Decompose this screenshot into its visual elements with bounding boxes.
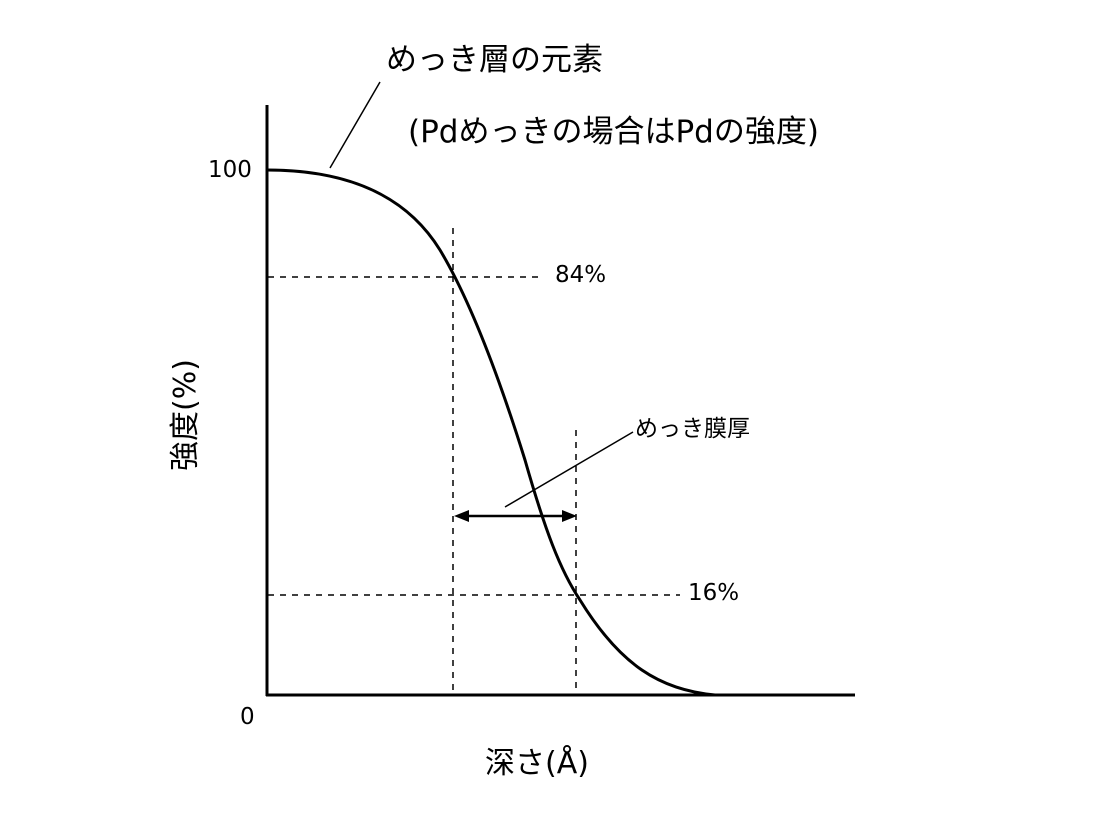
y-tick-100: 100 xyxy=(208,157,252,183)
title-leader-line xyxy=(330,82,380,168)
thickness-label: めっき膜厚 xyxy=(635,409,750,443)
thickness-leader-line xyxy=(505,432,633,507)
intensity-curve xyxy=(267,170,855,695)
chart-subtitle: (Pdめっきの場合はPdの強度) xyxy=(408,106,819,151)
thickness-arrow-right-head xyxy=(562,510,577,522)
ref-label-84: 84% xyxy=(555,262,606,288)
ref-label-16: 16% xyxy=(688,580,739,606)
x-axis-label: 深さ(Å) xyxy=(485,738,589,782)
y-axis-label: 強度(%) xyxy=(160,359,204,471)
chart-title: めっき層の元素 xyxy=(386,34,603,79)
thickness-arrow-left-head xyxy=(454,510,469,522)
y-tick-0: 0 xyxy=(240,704,255,730)
